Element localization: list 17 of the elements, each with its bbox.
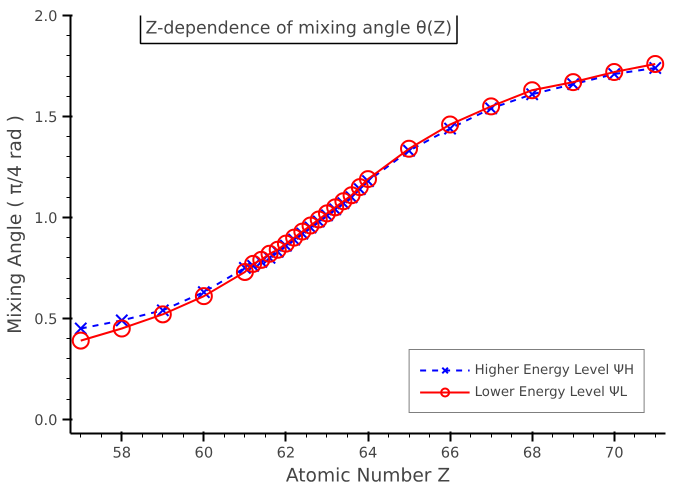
x-tick-label: 60 (194, 444, 214, 462)
y-tick-label: 2.0 (34, 8, 58, 25)
x-tick-label: 68 (522, 444, 542, 462)
legend-label: Higher Energy Level ΨH (474, 362, 634, 378)
y-axis-title: Mixing Angle ( π/4 rad ) (5, 115, 26, 334)
x-tick-label: 58 (112, 444, 132, 462)
x-tick-label: 62 (276, 444, 296, 462)
chart-title: Z-dependence of mixing angle θ(Z) (146, 18, 452, 38)
y-tick-label: 1.5 (34, 108, 58, 126)
x-tick-label: 66 (440, 444, 460, 462)
x-tick-label: 64 (358, 444, 378, 462)
y-tick-label: 0.0 (34, 412, 58, 429)
x-tick-label: 70 (604, 444, 624, 462)
y-tick-label: 1.0 (34, 210, 58, 227)
x-axis-title: Atomic Number Z (286, 466, 450, 486)
legend-label: Lower Energy Level ΨL (474, 384, 628, 400)
y-tick-label: 0.5 (34, 310, 58, 328)
